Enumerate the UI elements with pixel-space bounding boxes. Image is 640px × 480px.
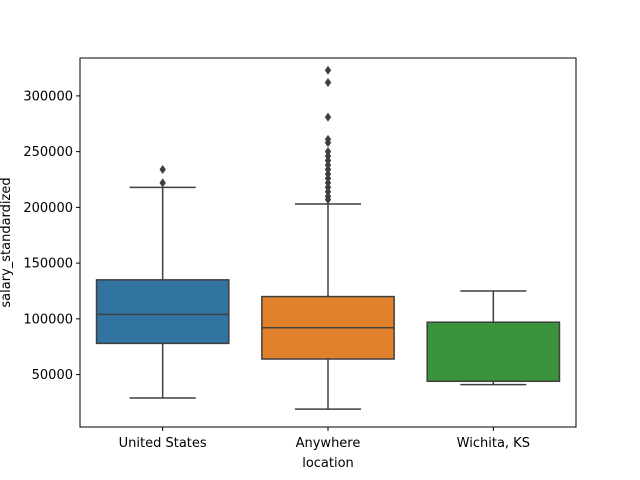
outlier-point: [324, 134, 332, 144]
outlier-point: [324, 147, 332, 157]
y-tick-label: 150000: [23, 257, 73, 272]
y-tick-label: 50000: [32, 368, 73, 383]
y-axis-label: salary_standardized: [0, 177, 14, 307]
x-axis: United States Anywhere Wichita, KS: [119, 427, 530, 451]
y-tick-label: 300000: [23, 89, 73, 104]
box-group: [426, 290, 561, 386]
outlier-point: [324, 112, 332, 122]
x-tick-label: Wichita, KS: [457, 436, 530, 451]
outlier-point: [159, 164, 166, 174]
box-group: [261, 65, 395, 410]
y-tick-label: 100000: [23, 312, 73, 327]
y-tick-label: 200000: [23, 201, 73, 216]
outlier-point: [324, 65, 332, 75]
iqr-box: [95, 279, 230, 345]
y-tick-label: 250000: [23, 145, 73, 160]
x-tick-label: Anywhere: [296, 436, 361, 451]
x-axis-label: location: [302, 456, 354, 471]
boxes-layer: [95, 65, 561, 410]
x-tick-label: United States: [119, 436, 207, 451]
y-axis: 50000 100000 150000 200000 250000 300000: [23, 89, 80, 383]
outlier-point: [159, 178, 166, 188]
box-group: [95, 164, 230, 399]
outlier-point: [324, 78, 332, 88]
iqr-box: [426, 321, 561, 383]
